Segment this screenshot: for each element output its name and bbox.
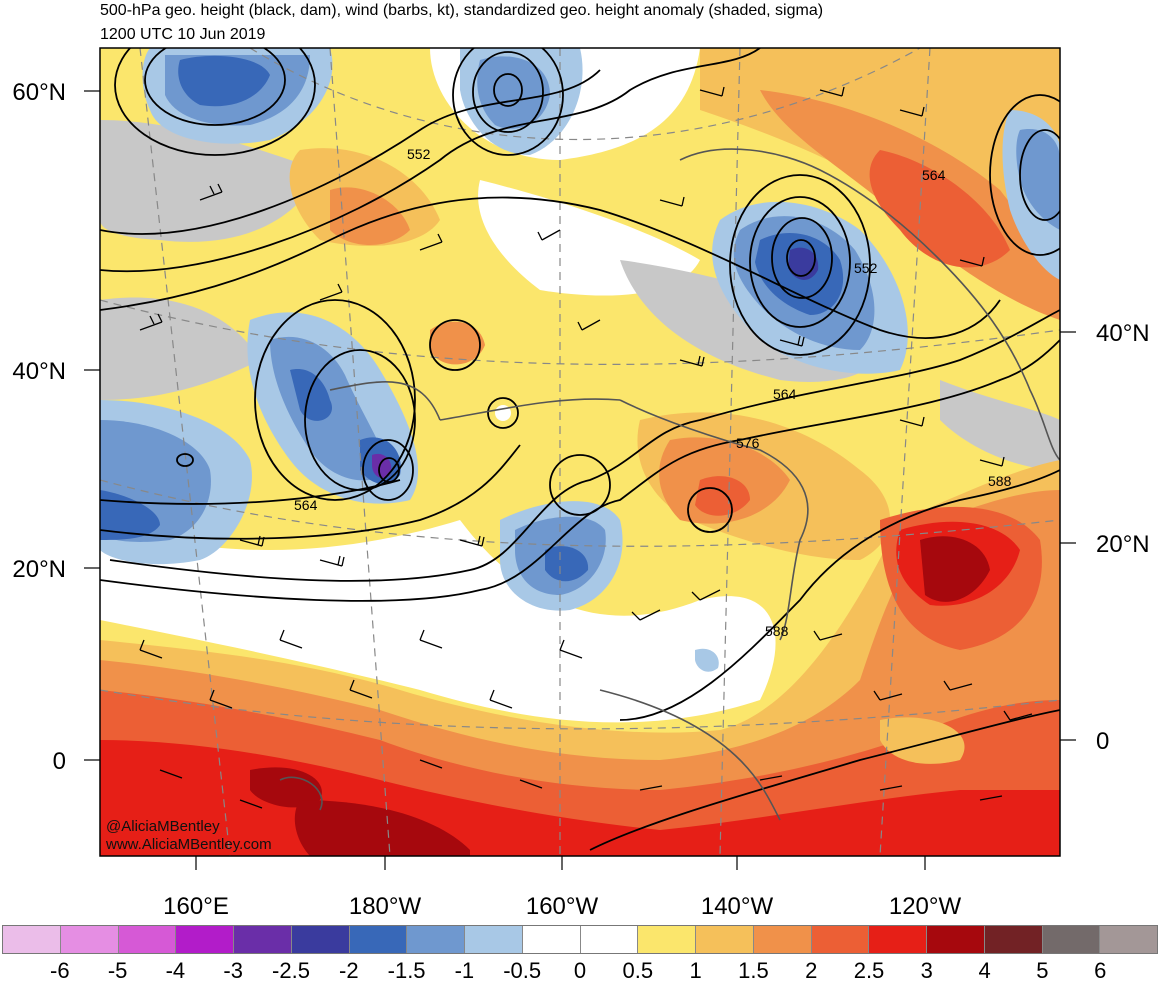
colorbar-label: 1.5 <box>738 958 769 983</box>
lat-label: 0 <box>1096 728 1109 755</box>
colorbar-label: -3 <box>223 958 243 983</box>
credit-website: www.AliciaMBentley.com <box>106 836 272 853</box>
colorbar-label: 5 <box>1036 958 1049 983</box>
lat-label: 20°N <box>12 556 66 583</box>
height-contours <box>100 48 1060 851</box>
colorbar-label: -2 <box>339 958 359 983</box>
lat-ticks <box>84 90 1076 870</box>
colorbar-swatch <box>349 926 408 953</box>
colorbar-labels: -6 -5 -4 -3 -2.5 -2 -1.5 -1 -0.5 0 0.5 1 1.5 2 2.5 3 4 5 6 <box>0 958 1160 983</box>
lon-label: 180°W <box>349 893 422 920</box>
colorbar-label: -1.5 <box>387 958 426 983</box>
colorbar-swatch <box>465 926 523 953</box>
colorbar-label: 2 <box>805 958 818 983</box>
colorbar-label: -4 <box>165 958 186 983</box>
colorbar-label: -2.5 <box>272 958 310 983</box>
colorbar-swatch <box>407 926 465 953</box>
colorbar-label: 1 <box>689 958 702 983</box>
colorbar-swatch <box>869 926 927 953</box>
contour-label: 564 <box>773 386 797 402</box>
lat-label: 20°N <box>1096 531 1150 558</box>
colorbar-label: 2.5 <box>853 958 885 983</box>
lon-label: 140°W <box>701 893 774 920</box>
contour-labels: 552 552 564 564 564 576 588 588 <box>294 146 1012 639</box>
lat-label: 40°N <box>12 358 66 385</box>
colorbar-label: 6 <box>1094 958 1107 983</box>
lon-label: 160°E <box>163 893 229 920</box>
graticule <box>100 48 1060 856</box>
colorbar-swatch <box>176 926 234 953</box>
contour-label: 576 <box>736 435 760 451</box>
colorbar-swatch <box>1042 926 1101 953</box>
coastlines <box>279 148 1060 821</box>
colorbar-label: 0 <box>573 958 587 983</box>
colorbar-swatch <box>1100 926 1157 953</box>
colorbar-label: -6 <box>50 958 70 983</box>
lat-label: 60°N <box>12 79 66 106</box>
colorbar-label: 4 <box>978 958 991 983</box>
colorbar <box>2 925 1158 954</box>
contour-label: 564 <box>922 167 946 183</box>
colorbar-swatch <box>234 926 292 953</box>
contour-label: 552 <box>854 260 878 276</box>
credit-handle: @AliciaMBentley <box>106 818 220 835</box>
wind-barbs <box>139 86 1033 809</box>
colorbar-swatch <box>811 926 870 953</box>
lat-labels-left: 60°N 40°N 20°N 0 <box>12 79 66 775</box>
colorbar-swatch <box>118 926 177 953</box>
map-title: 500-hPa geo. height (black, dam), wind (… <box>100 2 824 19</box>
contour-label: 588 <box>988 473 1012 489</box>
valid-time: 1200 UTC 10 Jun 2019 <box>100 26 266 43</box>
lon-labels: 160°E 180°W 160°W 140°W 120°W <box>163 893 961 920</box>
lon-label: 160°W <box>526 893 599 920</box>
colorbar-swatch <box>984 926 1043 953</box>
contour-label: 552 <box>407 146 431 162</box>
colorbar-label: 0.5 <box>622 958 654 983</box>
colorbar-swatch <box>3 926 61 953</box>
lon-label: 120°W <box>889 893 962 920</box>
colorbar-swatch <box>638 926 696 953</box>
lat-labels-right: 40°N 20°N 0 <box>1096 320 1150 755</box>
colorbar-swatch <box>522 926 581 953</box>
weather-map: 552 552 564 564 564 576 588 588 60°N 40°… <box>12 47 1150 920</box>
colorbar-label: -1 <box>454 958 475 983</box>
map-frame <box>99 47 1061 857</box>
colorbar-swatch <box>580 926 639 953</box>
colorbar-swatch <box>60 926 119 953</box>
contour-label: 564 <box>294 497 318 513</box>
colorbar-swatch <box>696 926 754 953</box>
colorbar-swatch <box>753 926 812 953</box>
colorbar-label: 3 <box>920 958 933 983</box>
anomaly-shading <box>100 48 1060 856</box>
contour-label: 588 <box>765 623 789 639</box>
colorbar-label: -0.5 <box>503 958 542 983</box>
lat-label: 40°N <box>1096 320 1150 347</box>
colorbar-swatch <box>927 926 985 953</box>
colorbar-label: -5 <box>107 958 128 983</box>
lat-label: 0 <box>53 748 66 775</box>
colorbar-swatch <box>291 926 350 953</box>
